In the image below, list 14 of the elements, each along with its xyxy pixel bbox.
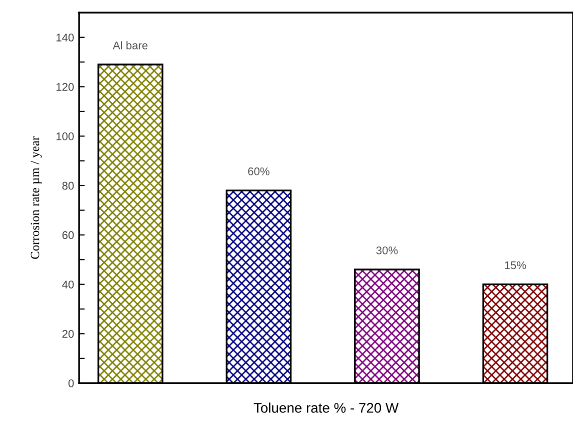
y-tick-label: 100 [56, 132, 74, 140]
y-tick-label: 60 [62, 231, 74, 240]
x-tick-label: 30% [376, 246, 398, 254]
x-tick-label: 15% [504, 261, 526, 270]
x-tick-label: Al bare [112, 41, 148, 50]
y-tick-label: 80 [62, 182, 74, 190]
y-tick-label: 0 [68, 379, 74, 388]
x-axis-title: Toluene rate % - 720 W [254, 402, 399, 413]
x-tick-label: 60% [248, 167, 270, 176]
y-tick-label: 140 [56, 34, 74, 42]
y-tick-label: 20 [62, 330, 74, 338]
y-axis-title: Corrosion rate µm / year [30, 136, 42, 259]
y-tick-label: 120 [56, 82, 74, 91]
y-tick-label: 40 [62, 280, 74, 288]
